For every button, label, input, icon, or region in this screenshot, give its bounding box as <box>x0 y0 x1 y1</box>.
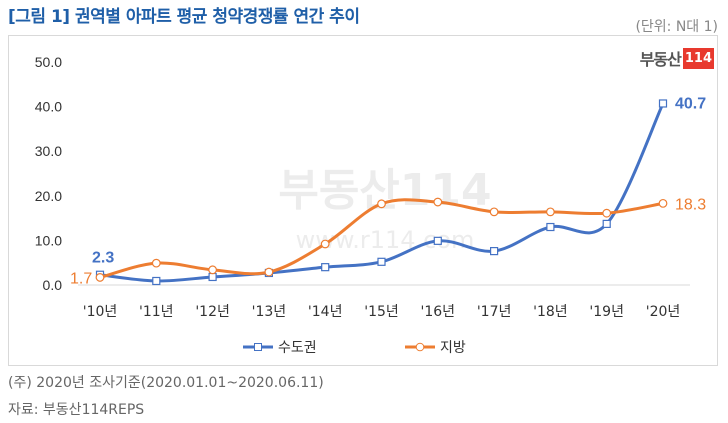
legend-label: 지방 <box>440 340 466 356</box>
x-tick-label: '12년 <box>195 304 230 320</box>
x-tick-label: '17년 <box>477 304 512 320</box>
data-label: 1.7 <box>70 270 92 287</box>
y-tick-label: 0.0 <box>43 277 63 293</box>
x-tick-label: '16년 <box>421 304 456 320</box>
x-tick-label: '11년 <box>139 304 174 320</box>
legend-label: 수도권 <box>278 340 317 356</box>
footnote: (주) 2020년 조사기준(2020.01.01~2020.06.11) <box>8 375 324 391</box>
data-label: 40.7 <box>675 95 706 112</box>
y-tick-label: 50.0 <box>35 54 62 70</box>
data-point-marker <box>208 265 218 275</box>
legend-marker <box>254 343 262 351</box>
x-tick-label: '10년 <box>83 304 118 320</box>
data-point-marker <box>490 247 499 256</box>
data-point-marker <box>433 236 442 245</box>
data-label: 18.3 <box>675 196 706 213</box>
data-point-marker <box>546 207 555 217</box>
data-point-marker <box>377 199 386 209</box>
x-tick-label: '20년 <box>646 304 681 320</box>
y-tick-label: 10.0 <box>35 232 62 248</box>
x-tick-label: '14년 <box>308 304 343 320</box>
data-point-marker <box>208 272 217 282</box>
data-point-marker <box>95 273 105 282</box>
data-point-marker <box>264 267 274 277</box>
x-tick-label: '19년 <box>589 304 624 320</box>
data-point-marker <box>377 257 386 266</box>
y-tick-label: 20.0 <box>35 188 62 204</box>
logo: 부동산 114 <box>640 46 714 70</box>
data-label: 2.3 <box>92 250 114 267</box>
data-point-marker <box>658 99 668 108</box>
logo-number: 114 <box>682 47 714 69</box>
data-point-marker <box>152 276 161 286</box>
source-note: 자료: 부동산114REPS <box>8 402 145 418</box>
data-point-marker <box>489 207 499 217</box>
x-tick-label: '15년 <box>364 304 399 320</box>
data-point-marker <box>658 198 668 208</box>
series-line-0 <box>99 102 665 283</box>
logo-text: 부동산 <box>639 50 682 69</box>
chart-frame <box>8 35 718 366</box>
unit-label: (단위: N대 1) <box>635 19 718 35</box>
watermark-logo: 부동산114 <box>278 165 491 216</box>
data-point-marker <box>433 197 443 207</box>
legend-marker <box>415 342 425 352</box>
data-point-marker <box>321 263 330 272</box>
data-point-marker <box>602 219 611 228</box>
y-tick-label: 30.0 <box>35 143 62 159</box>
data-point-marker <box>546 222 555 232</box>
x-tick-label: '18년 <box>533 304 568 320</box>
chart-title: [그림 1] 권역별 아파트 평균 청약경쟁률 연간 추이 <box>8 7 360 27</box>
data-point-marker <box>320 239 330 249</box>
data-point-marker <box>602 208 612 218</box>
data-point-marker <box>151 258 161 268</box>
y-tick-label: 40.0 <box>35 99 62 115</box>
x-tick-label: '13년 <box>252 304 287 320</box>
